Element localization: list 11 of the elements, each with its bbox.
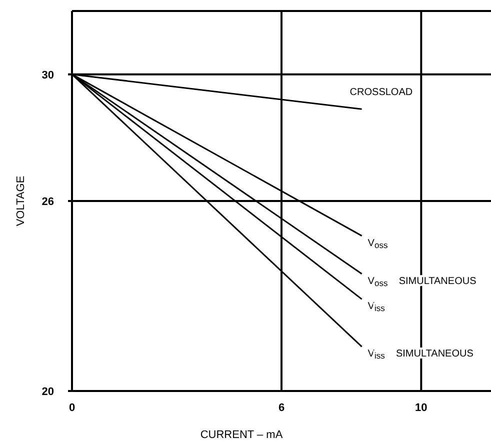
y-axis-title: VOLTAGE [15,176,27,226]
series-label: CROSSLOAD [350,87,413,98]
y-tick-label: 20 [42,386,54,398]
x-tick-label: 6 [278,402,285,414]
y-tick-label: 30 [42,69,54,82]
x-tick-label: 0 [68,402,76,414]
series-label: V$_{oss}$ [368,238,388,250]
series-label: V$_{iss}$ [368,301,385,314]
x-tick-label: 10 [415,402,428,414]
y-tick-label: 26 [42,196,54,208]
x-axis-title: CURRENT – mA [200,429,284,441]
